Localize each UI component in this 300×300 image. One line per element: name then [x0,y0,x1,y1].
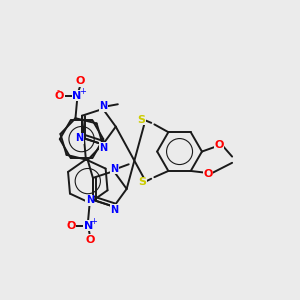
Text: +: + [79,87,86,96]
Text: S: S [138,178,146,188]
Text: N: N [99,101,108,111]
Text: O: O [55,91,64,100]
Text: +: + [90,217,97,226]
Text: N: N [86,196,94,206]
Text: O: O [75,76,85,86]
Text: O: O [85,235,94,245]
Text: O: O [214,140,224,150]
Text: O: O [203,169,212,179]
Text: N: N [99,142,108,152]
Text: O: O [66,220,75,230]
Text: -: - [56,86,59,95]
Text: N: N [110,205,118,215]
Text: S: S [137,115,145,125]
Text: N: N [75,133,83,143]
Text: -: - [68,217,70,226]
Text: N: N [83,220,93,230]
Text: N: N [110,164,118,174]
Text: N: N [72,91,82,100]
